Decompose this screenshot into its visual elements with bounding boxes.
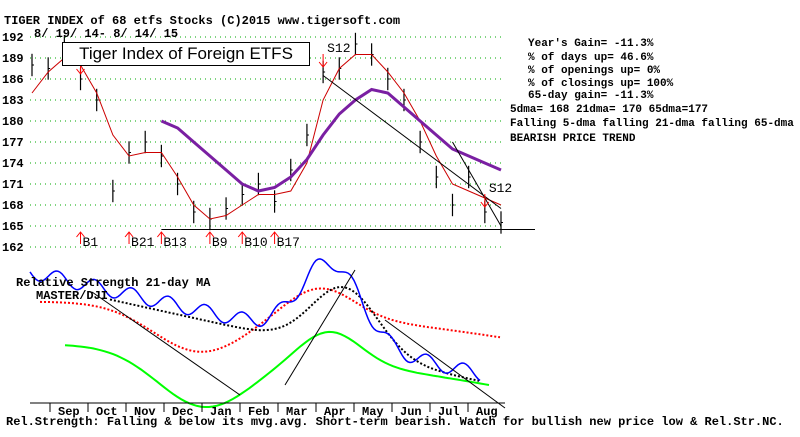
x-tick-label: Nov <box>134 405 156 419</box>
y-tick-label: 174 <box>2 157 24 171</box>
y-tick-label: 162 <box>2 241 24 255</box>
signal-label: B17 <box>277 235 300 250</box>
signal-label: B10 <box>244 235 267 250</box>
x-tick-label: Apr <box>324 405 346 419</box>
signal-arrowhead <box>76 68 85 75</box>
falling-dma: Falling 5-dma falling 21-dma falling 65-… <box>510 118 794 130</box>
footer-commentary: Rel.Strength: Falling & below its mvg.av… <box>6 415 784 429</box>
y-tick-label: 183 <box>2 94 24 108</box>
trend-label: BEARISH PRICE TREND <box>510 133 636 145</box>
signal-arrowhead <box>205 231 215 238</box>
signal-arrowhead <box>318 61 328 68</box>
rs-line <box>29 258 481 382</box>
y-tick-label: 171 <box>2 178 24 192</box>
signal-label: S12 <box>327 41 350 56</box>
signal-arrowhead <box>480 201 490 208</box>
x-tick-label: Jan <box>210 405 232 419</box>
date-range: 8/ 19/ 14- 8/ 14/ 15 <box>34 27 179 41</box>
signal-arrowhead <box>270 231 279 238</box>
rs-upper-band <box>39 287 501 353</box>
pct-days-up: % of days up= 46.6% <box>528 52 654 64</box>
y-tick-label: 192 <box>2 31 24 45</box>
signal-arrowhead <box>156 231 166 238</box>
dma-values: 5dma= 168 21dma= 170 65dma=177 <box>510 104 709 116</box>
signal-label: S12 <box>489 181 512 196</box>
signal-label: B9 <box>212 235 228 250</box>
trendline <box>452 141 502 227</box>
signal-label: B1 <box>83 235 99 250</box>
rs-ma-line <box>109 285 480 382</box>
x-tick-label: Feb <box>248 405 270 419</box>
x-tick-label: Mar <box>286 405 308 419</box>
rs-label: Relative Strength 21-day MA <box>16 276 211 290</box>
rs-label-2: MASTER/DJI <box>36 289 109 303</box>
x-tick-label: May <box>362 405 384 419</box>
rs-lower-band <box>64 330 490 408</box>
x-tick-label: Jun <box>400 405 422 419</box>
y-tick-label: 177 <box>2 136 24 150</box>
signal-label: B13 <box>163 235 186 250</box>
y-tick-label: 168 <box>2 199 24 213</box>
y-tick-label: 186 <box>2 73 24 87</box>
y-tick-label: 165 <box>2 220 24 234</box>
gain-65day: 65-day gain= -11.3% <box>528 90 654 102</box>
signal-arrowhead <box>124 231 134 238</box>
rs-trendline <box>284 269 356 386</box>
pct-openings-up: % of openings up= 0% <box>528 65 661 77</box>
trendline <box>322 75 502 209</box>
rs-trendline <box>91 291 241 396</box>
chart-header: TIGER INDEX of 68 etfs Stocks (C)2015 ww… <box>4 14 401 28</box>
signal-arrowhead <box>76 231 85 238</box>
y-tick-label: 189 <box>2 52 24 66</box>
x-tick-label: Dec <box>172 405 194 419</box>
years-gain: Year's Gain= -11.3% <box>528 38 654 50</box>
signal-label: B21 <box>131 235 155 250</box>
ma21-line <box>31 54 502 220</box>
rs-trendline <box>384 319 506 409</box>
ma65-line <box>160 87 502 193</box>
x-tick-label: Oct <box>96 405 118 419</box>
chart-title-box: Tiger Index of Foreign ETFS <box>62 42 310 66</box>
signal-arrowhead <box>237 231 247 238</box>
x-tick-label: Sep <box>58 405 80 419</box>
y-tick-label: 180 <box>2 115 24 129</box>
x-tick-label: Aug <box>476 405 498 419</box>
x-tick-label: Jul <box>438 405 460 419</box>
pct-closings-up: % of closings up= 100% <box>528 78 674 90</box>
